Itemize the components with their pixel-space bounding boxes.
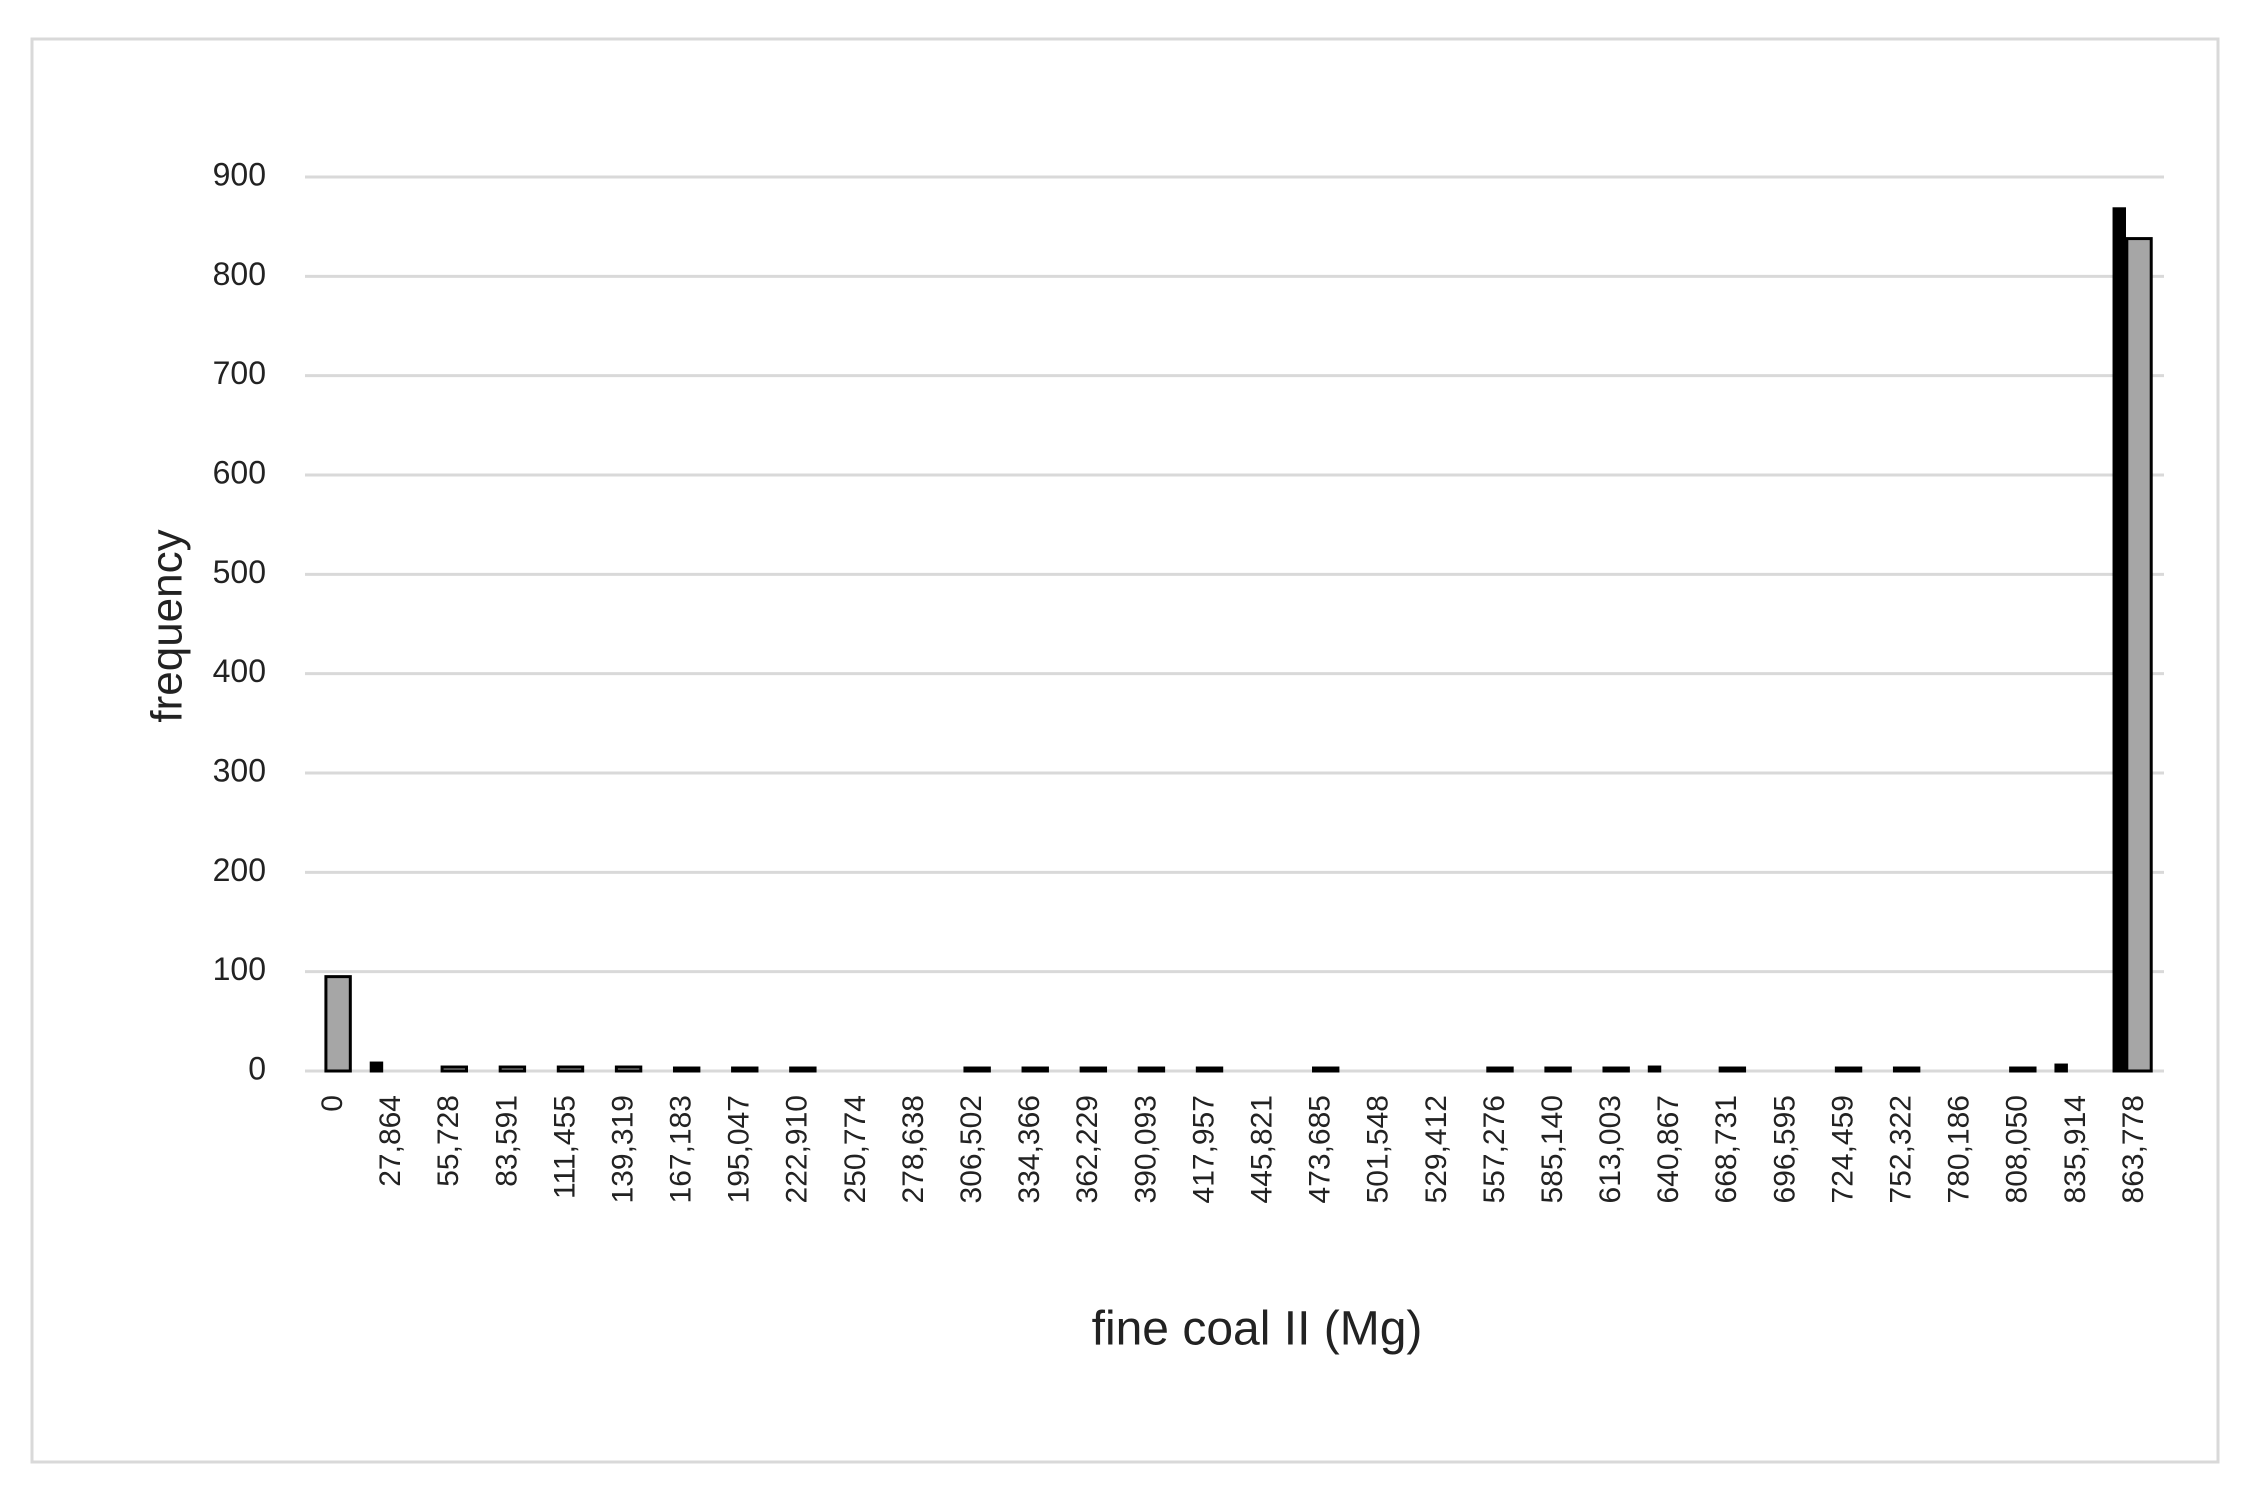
- y-tick-label: 0: [248, 1050, 266, 1086]
- x-tick-label: 111,455: [548, 1095, 581, 1199]
- y-tick-label: 100: [213, 951, 266, 987]
- y-tick-label: 600: [213, 454, 266, 490]
- x-tick-label: 222,910: [781, 1095, 814, 1203]
- x-tick-label: 195,047: [723, 1095, 756, 1203]
- x-tick-label: 306,502: [955, 1095, 988, 1203]
- x-tick-label: 445,821: [1245, 1095, 1278, 1203]
- y-tick-label: 500: [213, 554, 266, 590]
- bar: [324, 975, 352, 1073]
- bar: [1195, 1066, 1224, 1073]
- frame: [30, 37, 2220, 1464]
- x-tick-label: 27,864: [374, 1095, 407, 1187]
- x-tick-label: 835,914: [2059, 1095, 2092, 1203]
- y-tick-label: 200: [213, 852, 266, 888]
- x-tick-label: 362,229: [1071, 1095, 1104, 1203]
- x-tick-label: 752,322: [1885, 1095, 1918, 1203]
- x-tick-label: 417,957: [1187, 1095, 1220, 1203]
- y-tick-label: 300: [213, 752, 266, 788]
- bar: [1718, 1066, 1747, 1073]
- x-tick-label: 0: [316, 1095, 349, 1112]
- bar: [440, 1065, 469, 1073]
- x-tick-label: 808,050: [2001, 1095, 2034, 1203]
- x-tick-label: 724,459: [1826, 1095, 1859, 1203]
- x-tick-label: 668,731: [1710, 1095, 1743, 1203]
- bar: [1137, 1066, 1166, 1073]
- bar: [2009, 1066, 2037, 1073]
- x-tick-label: 863,778: [2117, 1095, 2150, 1203]
- bar: [2112, 207, 2126, 1073]
- bar: [2125, 237, 2153, 1073]
- bar: [2054, 1063, 2068, 1073]
- x-tick-label: 390,093: [1129, 1095, 1162, 1203]
- x-tick-label: 613,003: [1594, 1095, 1627, 1203]
- bar: [1834, 1066, 1863, 1073]
- bar: [1544, 1066, 1572, 1073]
- x-tick-label: 529,412: [1420, 1095, 1453, 1203]
- bar: [963, 1066, 991, 1073]
- bar: [789, 1066, 817, 1073]
- x-tick-label: 640,867: [1652, 1095, 1685, 1203]
- bar: [498, 1065, 527, 1073]
- x-tick-label: 585,140: [1536, 1095, 1569, 1203]
- bar: [1647, 1065, 1662, 1073]
- x-tick-label: 473,685: [1304, 1095, 1337, 1203]
- y-tick-label: 700: [213, 355, 266, 391]
- x-tick-label: 334,366: [1013, 1095, 1046, 1203]
- x-axis-title: fine coal II (Mg): [1092, 1303, 1423, 1356]
- y-axis-title: frequency: [143, 529, 192, 722]
- x-tick-label: 55,728: [432, 1095, 465, 1187]
- x-tick-label: 278,638: [897, 1095, 930, 1203]
- x-tick-label: 83,591: [490, 1095, 523, 1187]
- x-tick-label: 501,548: [1362, 1095, 1395, 1203]
- bar: [1892, 1066, 1921, 1073]
- bar: [1602, 1066, 1630, 1073]
- bar: [556, 1065, 585, 1073]
- y-tick-label: 800: [213, 256, 266, 292]
- x-tick-label: 167,183: [665, 1095, 698, 1203]
- bar: [369, 1061, 384, 1073]
- x-tick-label: 696,595: [1768, 1095, 1801, 1203]
- bar: [1486, 1066, 1514, 1073]
- bar: [1079, 1066, 1108, 1073]
- bar: [1312, 1066, 1340, 1073]
- y-tick-label: 400: [213, 653, 266, 689]
- bar: [672, 1066, 701, 1073]
- x-tick-label: 139,319: [606, 1095, 639, 1203]
- bar: [731, 1066, 759, 1073]
- x-tick-label: 250,774: [839, 1095, 872, 1203]
- x-tick-label: 557,276: [1478, 1095, 1511, 1203]
- x-tick-label: 780,186: [1943, 1095, 1976, 1203]
- y-tick-label: 900: [213, 156, 266, 192]
- bar: [1021, 1066, 1049, 1073]
- bar: [614, 1065, 643, 1073]
